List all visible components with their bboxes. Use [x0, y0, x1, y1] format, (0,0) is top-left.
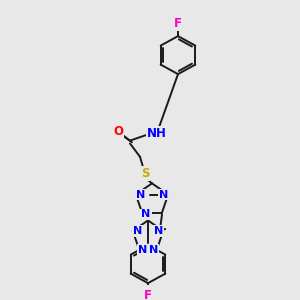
Text: F: F — [144, 289, 152, 300]
Text: N: N — [138, 245, 147, 255]
Text: O: O — [113, 124, 123, 138]
Text: N: N — [154, 226, 163, 236]
Text: NH: NH — [147, 127, 167, 140]
Text: N: N — [136, 190, 146, 200]
Text: N: N — [158, 190, 168, 200]
Text: N: N — [149, 245, 158, 255]
Text: N: N — [141, 209, 151, 220]
Text: S: S — [141, 167, 149, 180]
Text: N: N — [133, 226, 142, 236]
Text: F: F — [174, 17, 182, 30]
